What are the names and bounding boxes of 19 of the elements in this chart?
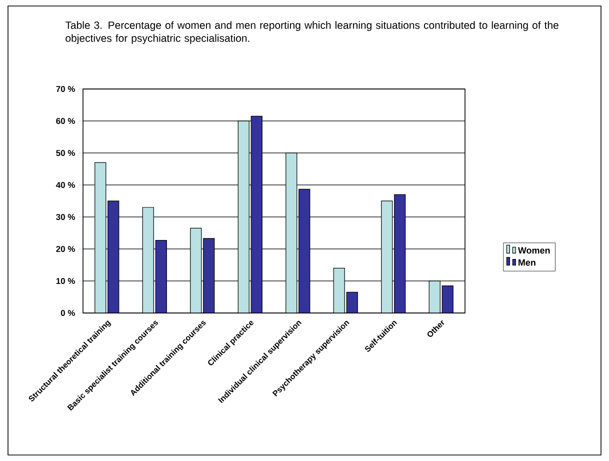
bar [442,285,454,313]
y-tick-label: 0 % [60,310,75,316]
y-tick-label: 10 % [56,278,75,284]
legend-label: Men [518,259,536,266]
y-tick-label: 40 % [56,182,75,188]
bar [155,240,167,313]
y-tick-label: 30 % [56,214,75,220]
bar [203,238,215,313]
y-tick-label: 20 % [56,246,75,252]
bar [298,188,310,313]
bar [250,116,262,313]
chart-title: Table 3. Percentage of women and men reporting which learning situations contributed to learning of the objectives for psychiatric specialisation. [65,21,558,44]
bar [394,194,406,313]
bar [108,200,120,313]
bar [346,292,358,313]
y-tick-label: 50 % [56,150,75,156]
y-tick-label: 60 % [56,118,75,124]
y-tick-label: 70 % [56,86,75,92]
legend-label: Women [518,247,550,254]
